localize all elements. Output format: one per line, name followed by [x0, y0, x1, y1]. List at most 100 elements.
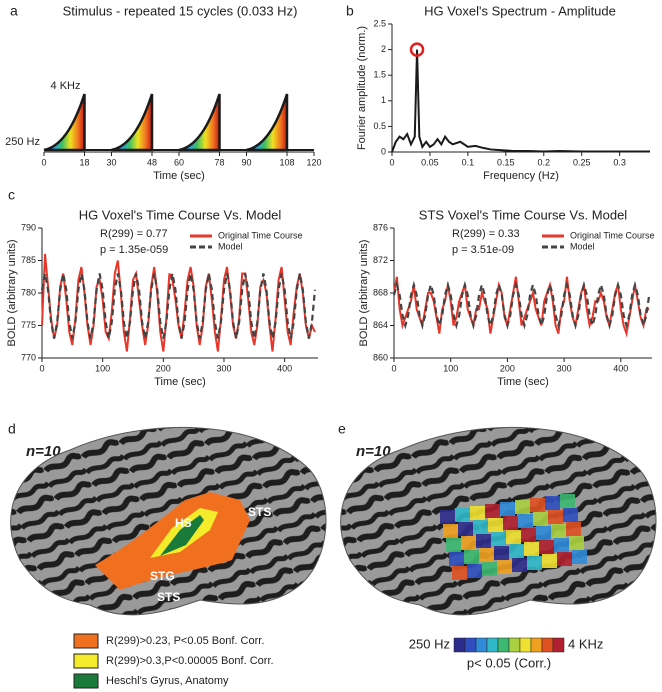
x-axis-label: Time (sec) [497, 376, 549, 388]
region-green [160, 515, 204, 556]
tonotopic-patch [524, 542, 539, 556]
tonotopic-patch [452, 566, 467, 580]
legend-label: Original Time Course [570, 230, 655, 240]
tonotopic-patch [551, 524, 566, 538]
y-axis-label: BOLD (arbitrary units) [6, 240, 18, 347]
colorbar-cell [541, 637, 554, 653]
region-label: STS [157, 590, 180, 604]
tonotopic-patch [491, 532, 506, 546]
series-line [393, 276, 650, 338]
legend-label: R(299)>0.3,P<0.00005 Bonf. Corr. [106, 655, 274, 667]
sweep [246, 93, 289, 152]
y-axis-label: BOLD (arbitrary units) [358, 240, 370, 347]
legend-label: Original Time Course [218, 230, 303, 240]
tonotopic-patch [497, 560, 512, 574]
chart-title: Stimulus - repeated 15 cycles (0.033 Hz) [63, 3, 298, 18]
region-label: HS [175, 516, 192, 530]
peak-marker [409, 42, 425, 57]
legend-label: R(299)>0.23, P<0.05 Bonf. Corr. [106, 635, 264, 647]
tonotopic-patch [446, 538, 461, 552]
x-tick-label: 0.2 [538, 157, 551, 167]
tonotopic-patch [563, 508, 578, 522]
tonotopic-patch [557, 552, 572, 566]
y-tick-label: 775 [21, 320, 36, 330]
y-tick-label: 876 [373, 222, 388, 232]
y-tick-label: 1 [381, 95, 386, 105]
panel-label: b [346, 3, 354, 19]
brain-panel: d n=10 HS STS STG STS R(299)>0.23, P<0.05 Bonf… [8, 421, 327, 689]
tonotopic-patch [449, 552, 464, 566]
tonotopic-patch [506, 530, 521, 544]
top-label: 4 KHz [51, 80, 81, 92]
annotation: R(299) = 0.77 [100, 228, 168, 240]
n-label: n=10 [26, 443, 61, 460]
y-tick-label: 785 [21, 255, 36, 265]
chart-title: STS Voxel's Time Course Vs. Model [419, 207, 628, 222]
x-tick-label: 60 [174, 157, 184, 167]
x-tick-label: 0.25 [573, 157, 591, 167]
colorbar-cell [508, 637, 521, 653]
colorbar-cell [486, 637, 499, 653]
region-label: STS [248, 505, 271, 519]
tonotopic-patch [518, 514, 533, 528]
annotation: p = 3.51e-09 [452, 244, 514, 256]
series-line [40, 273, 317, 339]
brain-panel: e n=10 250 Hz 4 KHz p< 0.05 (Corr.) [338, 421, 657, 670]
tonotopic-patch [536, 526, 551, 540]
tonotopic-patch [455, 508, 470, 522]
tonotopic-patch [500, 502, 515, 516]
x-tick-label: 100 [95, 363, 110, 373]
y-tick-label: 0.5 [373, 121, 386, 131]
x-tick-label: 120 [306, 157, 321, 167]
series-line [391, 49, 650, 153]
x-tick-label: 0 [41, 157, 46, 167]
legend-swatch [73, 653, 99, 669]
colorbar-cell [530, 637, 543, 653]
x-tick-label: 400 [613, 363, 628, 373]
x-tick-label: 200 [156, 363, 171, 373]
tonotopic-patch [503, 516, 518, 530]
annotation: R(299) = 0.33 [452, 228, 520, 240]
x-axis-label: Time (sec) [153, 170, 205, 182]
tonotopic-patch [470, 506, 485, 520]
tonotopic-patch [560, 494, 575, 508]
y-tick-label: 860 [373, 352, 388, 362]
x-tick-label: 400 [277, 363, 292, 373]
region-label: STG [150, 569, 175, 583]
tonotopic-patch [461, 536, 476, 550]
tonotopic-patch [494, 546, 509, 560]
colorbar-cell [453, 637, 466, 653]
legend-label: Model [570, 241, 595, 251]
tonotopic-patch [515, 500, 530, 514]
annotation: p = 1.35e-059 [100, 244, 168, 256]
series-line [41, 253, 316, 352]
y-tick-label: 1.5 [373, 70, 386, 80]
tonotopic-patch [542, 554, 557, 568]
y-tick-label: 2.5 [373, 18, 386, 28]
tonotopic-patch [545, 496, 560, 510]
colorbar-cell [497, 637, 510, 653]
tonotopic-patch [479, 548, 494, 562]
tonotopic-patch [488, 518, 503, 532]
series-line [392, 280, 651, 330]
y-tick-label: 868 [373, 287, 388, 297]
tonotopic-patch [443, 524, 458, 538]
sweep [111, 93, 154, 152]
panel-label: a [10, 3, 18, 19]
x-tick-label: 30 [106, 157, 116, 167]
tonotopic-patch [482, 562, 497, 576]
legend-label: Model [218, 241, 243, 251]
y-tick-label: 0 [381, 146, 386, 156]
tonotopic-patch [533, 512, 548, 526]
y-tick-label: 770 [21, 352, 36, 362]
colorbar-cell [552, 637, 565, 653]
tonotopic-patch [509, 544, 524, 558]
tonotopic-patch [440, 510, 455, 524]
chart-title: HG Voxel's Time Course Vs. Model [79, 207, 282, 222]
y-tick-label: 780 [21, 287, 36, 297]
tonotopic-patch [473, 520, 488, 534]
panel-label: c [8, 187, 15, 203]
n-label: n=10 [356, 443, 391, 460]
x-tick-label: 0.3 [613, 157, 626, 167]
